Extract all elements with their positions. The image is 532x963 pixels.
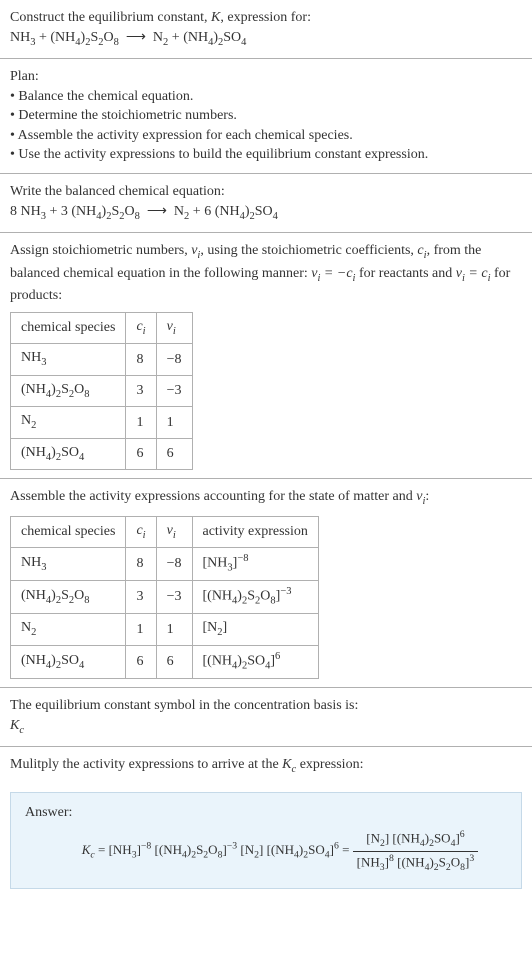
- plan-bullet-4: • Use the activity expressions to build …: [10, 145, 522, 165]
- plan-bullet-2: • Determine the stoichiometric numbers.: [10, 106, 522, 126]
- table-row: N2 1 1 [N2]: [11, 614, 319, 645]
- symbol-section: The equilibrium constant symbol in the c…: [0, 688, 532, 746]
- intro-reaction: NH3 + (NH4)2S2O8 ⟶ N2 + (NH4)2SO4: [10, 28, 522, 50]
- cell-nu: 6: [156, 645, 192, 678]
- cell-ci: 8: [126, 344, 156, 375]
- cell-ci: 1: [126, 614, 156, 645]
- cell-nu: −3: [156, 375, 192, 406]
- col-species: chemical species: [11, 312, 126, 343]
- stoich-table: chemical species ci νi NH3 8 −8 (NH4)2S2…: [10, 312, 193, 470]
- plan-bullet-3: • Assemble the activity expression for e…: [10, 126, 522, 146]
- col-nu: νi: [156, 516, 192, 547]
- cell-nu: −8: [156, 344, 192, 375]
- table-row: (NH4)2SO4 6 6 [(NH4)2SO4]6: [11, 645, 319, 678]
- plan-section: Plan: • Balance the chemical equation. •…: [0, 59, 532, 173]
- stoich-text-a: Assign stoichiometric numbers,: [10, 243, 191, 258]
- intro-line1: Construct the equilibrium constant, K, e…: [10, 8, 522, 28]
- table-row: (NH4)2S2O8 3 −3: [11, 375, 193, 406]
- table-row: (NH4)2S2O8 3 −3 [(NH4)2S2O8]−3: [11, 581, 319, 614]
- cell-species: (NH4)2S2O8: [11, 375, 126, 406]
- answer-expression: Kc = [NH3]−8 [(NH4)2S2O8]−3 [N2] [(NH4)2…: [25, 828, 507, 874]
- cell-activity: [(NH4)2SO4]6: [192, 645, 318, 678]
- multiply-line: Mulitply the activity expressions to arr…: [10, 755, 522, 777]
- table-row: (NH4)2SO4 6 6: [11, 438, 193, 469]
- cell-ci: 8: [126, 548, 156, 581]
- cell-ci: 6: [126, 645, 156, 678]
- table-row: NH3 8 −8 [NH3]−8: [11, 548, 319, 581]
- cell-ci: 3: [126, 581, 156, 614]
- stoich-text-d: for reactants and: [355, 266, 455, 281]
- cell-species: (NH4)2SO4: [11, 645, 126, 678]
- cell-species: NH3: [11, 344, 126, 375]
- cell-nu: 1: [156, 614, 192, 645]
- answer-box: Answer: Kc = [NH3]−8 [(NH4)2S2O8]−3 [N2]…: [10, 792, 522, 890]
- cell-species: (NH4)2S2O8: [11, 581, 126, 614]
- symbol-kc: Kc: [10, 716, 522, 738]
- activity-text: Assemble the activity expressions accoun…: [10, 487, 522, 509]
- symbol-line1: The equilibrium constant symbol in the c…: [10, 696, 522, 716]
- multiply-section: Mulitply the activity expressions to arr…: [0, 747, 532, 785]
- cell-species: NH3: [11, 548, 126, 581]
- activity-table: chemical species ci νi activity expressi…: [10, 516, 319, 679]
- table-header-row: chemical species ci νi activity expressi…: [11, 516, 319, 547]
- cell-ci: 3: [126, 375, 156, 406]
- balanced-section: Write the balanced chemical equation: 8 …: [0, 174, 532, 232]
- answer-label: Answer:: [25, 803, 507, 823]
- col-ci: ci: [126, 516, 156, 547]
- intro-section: Construct the equilibrium constant, K, e…: [0, 0, 532, 58]
- col-ci: ci: [126, 312, 156, 343]
- activity-text-a: Assemble the activity expressions accoun…: [10, 489, 416, 504]
- cell-ci: 1: [126, 407, 156, 438]
- activity-section: Assemble the activity expressions accoun…: [0, 479, 532, 687]
- col-activity: activity expression: [192, 516, 318, 547]
- cell-species: N2: [11, 614, 126, 645]
- fraction: [N2] [(NH4)2SO4]6 [NH3]8 [(NH4)2S2O8]3: [353, 828, 479, 874]
- cell-activity: [(NH4)2S2O8]−3: [192, 581, 318, 614]
- fraction-denominator: [NH3]8 [(NH4)2S2O8]3: [353, 852, 479, 875]
- table-header-row: chemical species ci νi: [11, 312, 193, 343]
- cell-species: N2: [11, 407, 126, 438]
- cell-activity: [N2]: [192, 614, 318, 645]
- cell-nu: 1: [156, 407, 192, 438]
- cell-nu: −3: [156, 581, 192, 614]
- cell-activity: [NH3]−8: [192, 548, 318, 581]
- cell-nu: 6: [156, 438, 192, 469]
- plan-heading: Plan:: [10, 67, 522, 87]
- plan-bullet-1: • Balance the chemical equation.: [10, 87, 522, 107]
- activity-text-b: :: [425, 489, 429, 504]
- cell-ci: 6: [126, 438, 156, 469]
- cell-species: (NH4)2SO4: [11, 438, 126, 469]
- cell-nu: −8: [156, 548, 192, 581]
- col-species: chemical species: [11, 516, 126, 547]
- balanced-heading: Write the balanced chemical equation:: [10, 182, 522, 202]
- table-row: NH3 8 −8: [11, 344, 193, 375]
- table-row: N2 1 1: [11, 407, 193, 438]
- col-nu: νi: [156, 312, 192, 343]
- stoich-text-b: , using the stoichiometric coefficients,: [200, 243, 417, 258]
- fraction-numerator: [N2] [(NH4)2SO4]6: [353, 828, 479, 852]
- stoich-section: Assign stoichiometric numbers, νi , using…: [0, 233, 532, 478]
- balanced-reaction: 8 NH3 + 3 (NH4)2S2O8 ⟶ N2 + 6 (NH4)2SO4: [10, 202, 522, 224]
- stoich-text: Assign stoichiometric numbers, νi, using…: [10, 241, 522, 306]
